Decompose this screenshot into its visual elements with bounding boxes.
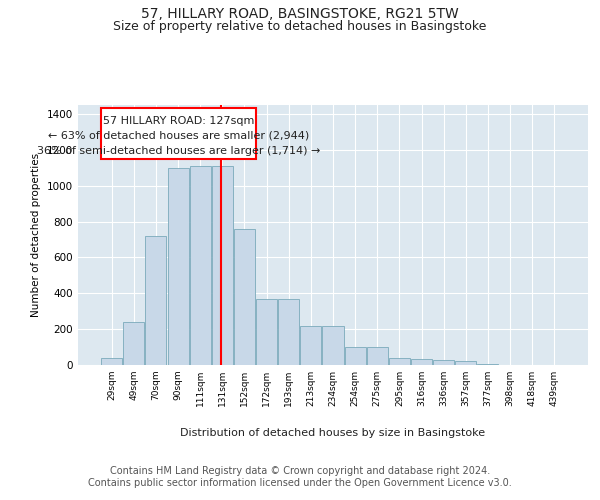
Bar <box>212 166 233 365</box>
Bar <box>278 298 299 365</box>
Bar <box>455 362 476 365</box>
Bar <box>433 360 454 365</box>
Bar <box>344 347 365 365</box>
Bar <box>301 326 322 365</box>
Bar <box>411 358 432 365</box>
Bar <box>234 228 255 365</box>
Text: 36% of semi-detached houses are larger (1,714) →: 36% of semi-detached houses are larger (… <box>37 146 320 156</box>
Y-axis label: Number of detached properties: Number of detached properties <box>31 153 41 317</box>
Bar <box>124 322 145 365</box>
Bar <box>101 108 256 159</box>
Bar <box>145 236 166 365</box>
Bar <box>190 166 211 365</box>
Text: 57, HILLARY ROAD, BASINGSTOKE, RG21 5TW: 57, HILLARY ROAD, BASINGSTOKE, RG21 5TW <box>141 8 459 22</box>
Text: Contains HM Land Registry data © Crown copyright and database right 2024.: Contains HM Land Registry data © Crown c… <box>110 466 490 476</box>
Bar <box>389 358 410 365</box>
Bar <box>256 298 277 365</box>
Bar <box>167 168 188 365</box>
Bar <box>367 347 388 365</box>
Text: Contains public sector information licensed under the Open Government Licence v3: Contains public sector information licen… <box>88 478 512 488</box>
Bar <box>101 358 122 365</box>
Text: Distribution of detached houses by size in Basingstoke: Distribution of detached houses by size … <box>181 428 485 438</box>
Text: ← 63% of detached houses are smaller (2,944): ← 63% of detached houses are smaller (2,… <box>47 131 309 141</box>
Text: Size of property relative to detached houses in Basingstoke: Size of property relative to detached ho… <box>113 20 487 33</box>
Bar <box>478 364 499 365</box>
Text: 57 HILLARY ROAD: 127sqm: 57 HILLARY ROAD: 127sqm <box>103 116 254 126</box>
Bar <box>322 326 344 365</box>
